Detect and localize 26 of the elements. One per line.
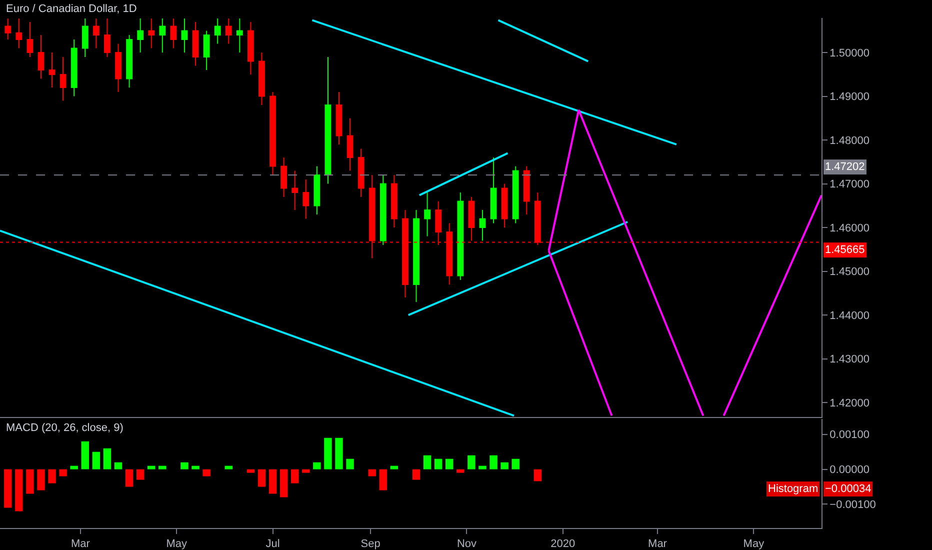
y-tick-label: 1.48000 <box>830 134 870 147</box>
y-tick-label: 1.42000 <box>830 397 870 410</box>
x-tick-label: 2020 <box>550 538 576 550</box>
y-tick-label: 0.00000 <box>830 464 870 476</box>
x-tick-label: Sep <box>360 538 380 550</box>
chart-title: Euro / Canadian Dollar, 1D <box>6 3 137 15</box>
x-tick-label: Nov <box>456 538 477 550</box>
x-tick-label: Mar <box>648 538 668 550</box>
y-tick-label: 1.46000 <box>830 222 870 234</box>
ref-line-label: 1.45665 <box>825 244 865 256</box>
y-tick-label: 1.43000 <box>830 354 870 366</box>
x-tick-label: Mar <box>70 538 90 550</box>
ref-line-label: 1.47202 <box>825 161 865 173</box>
y-tick-label: −0.00100 <box>830 499 876 512</box>
y-tick-label: 1.49000 <box>830 91 870 104</box>
y-tick-label: 1.44000 <box>830 310 870 322</box>
y-tick-label: 1.47000 <box>830 178 870 191</box>
chart-title: MACD (20, 26, close, 9) <box>6 422 124 434</box>
x-tick-label: May <box>743 538 765 550</box>
x-tick-label: May <box>166 538 188 550</box>
text: −0.00034 <box>825 483 872 495</box>
y-tick-label: 0.00100 <box>830 429 870 442</box>
x-tick-label: Jul <box>266 538 280 550</box>
y-tick-label: 1.45000 <box>830 266 870 278</box>
annotation: Histogram <box>768 483 818 495</box>
y-tick-label: 1.50000 <box>830 47 870 60</box>
